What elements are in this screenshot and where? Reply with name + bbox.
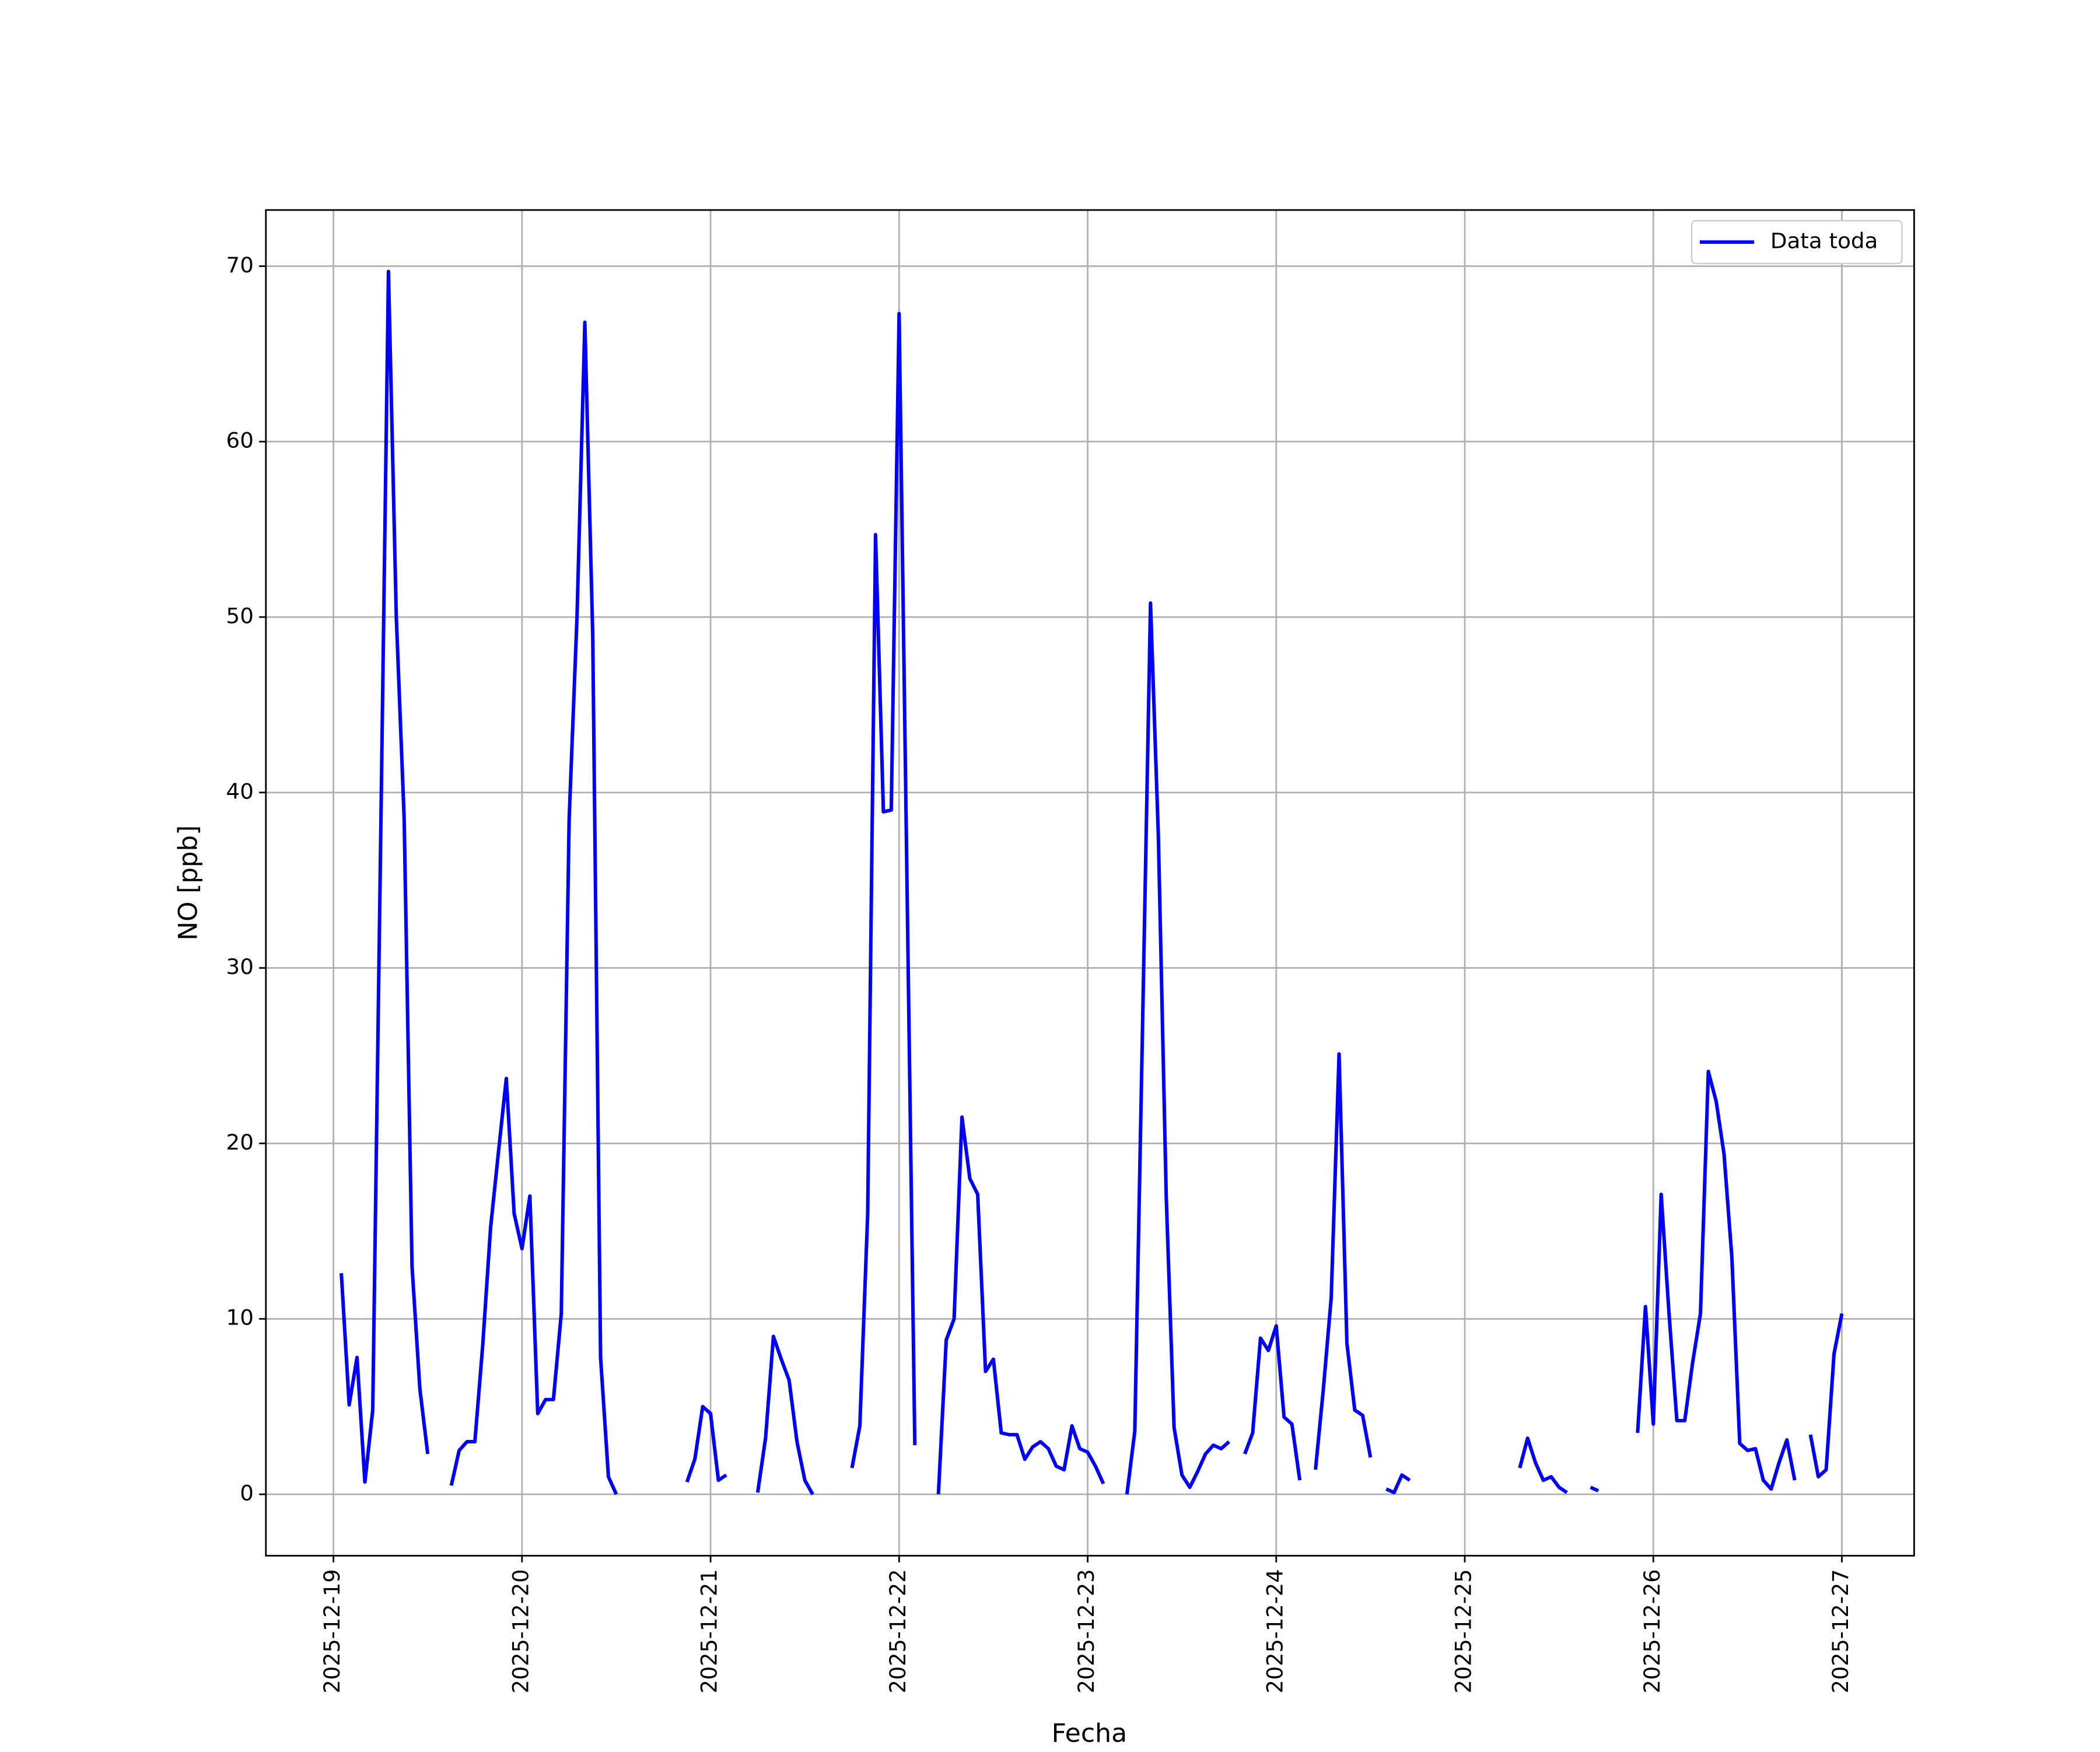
x-tick-label: 2025-12-21 [696, 1569, 722, 1693]
y-tick-label: 40 [226, 779, 254, 804]
data-line [340, 269, 1844, 1495]
y-tick-label: 60 [226, 428, 254, 453]
y-tick-label: 0 [240, 1481, 254, 1506]
legend-label: Data toda [1770, 229, 1878, 254]
x-tick-label: 2025-12-26 [1640, 1569, 1665, 1693]
x-tick-label: 2025-12-24 [1262, 1569, 1287, 1693]
y-tick-label: 50 [226, 604, 254, 629]
legend-box [1690, 220, 1903, 264]
y-tick-label: 10 [226, 1305, 254, 1330]
x-tick-label: 2025-12-19 [320, 1569, 345, 1693]
y-tick-label: 70 [226, 253, 254, 278]
x-tick-label: 2025-12-25 [1451, 1569, 1476, 1693]
x-axis-label: Fecha [1052, 1719, 1128, 1749]
x-tick-label: 2025-12-22 [886, 1569, 911, 1693]
x-tick-label: 2025-12-20 [508, 1569, 533, 1693]
x-tick-label: 2025-12-27 [1828, 1569, 1853, 1693]
plot-frame [265, 209, 1915, 1557]
y-axis-label: NO [ppb] [173, 825, 203, 941]
y-tick-label: 30 [226, 954, 254, 979]
x-tick-label: 2025-12-23 [1074, 1569, 1099, 1693]
y-tick-label: 20 [226, 1130, 254, 1155]
